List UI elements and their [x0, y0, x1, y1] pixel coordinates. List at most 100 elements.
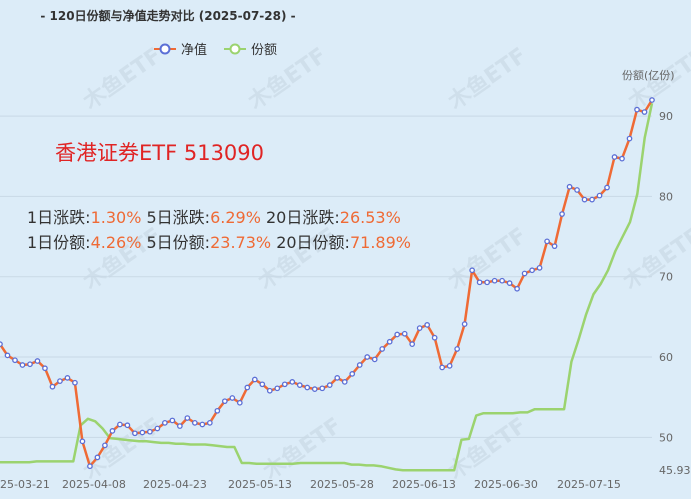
- nav-point-25: [184, 415, 191, 421]
- nav-point-9: [64, 375, 71, 381]
- nav-point-52: [386, 338, 393, 345]
- nav-point-29: [214, 407, 221, 414]
- stat-20d-share-value: 71.89%: [350, 233, 411, 252]
- y-tick-label-3: 70: [659, 271, 673, 284]
- nav-point-59: [439, 364, 446, 371]
- stat-1d-share-value: 4.26%: [91, 233, 142, 252]
- nav-point-50: [371, 356, 378, 363]
- nav-point-40: [296, 382, 303, 388]
- stats-row-2: 1日份额:4.26% 5日份额:23.73% 20日份额:71.89%: [27, 233, 411, 252]
- legend-item-share[interactable]: 份额: [224, 43, 277, 58]
- nav-point-73: [544, 238, 550, 245]
- nav-point-39: [289, 379, 296, 385]
- chart-title: - 120日份额与净值走势对比 (2025-07-28) -: [40, 8, 295, 23]
- y-tick-label-4: 80: [659, 190, 673, 203]
- fund-label: 香港证券ETF 513090: [55, 141, 264, 165]
- nav-point-87: [649, 97, 655, 103]
- nav-point-7: [49, 383, 56, 390]
- nav-point-17: [124, 422, 131, 429]
- nav-point-23: [169, 417, 176, 424]
- nav-point-75: [559, 211, 565, 217]
- legend-nav-label: 净值: [181, 42, 207, 58]
- nav-point-74: [551, 243, 558, 250]
- nav-point-53: [394, 331, 401, 338]
- nav-point-55: [409, 341, 416, 348]
- legend-nav-marker: [159, 43, 171, 55]
- nav-point-54: [401, 330, 408, 337]
- nav-point-79: [589, 196, 595, 203]
- nav-point-6: [42, 365, 48, 372]
- nav-point-64: [476, 279, 483, 286]
- nav-point-82: [611, 154, 618, 160]
- x-axis-ticks: 25-03-21 2025-04-08 2025-04-23 2025-05-13 20…: [0, 478, 621, 491]
- nav-point-26: [192, 420, 198, 426]
- nav-point-12: [87, 463, 93, 470]
- nav-point-37: [274, 385, 281, 392]
- nav-point-15: [109, 428, 116, 434]
- x-tick-label-6: 2025-06-30: [474, 478, 538, 491]
- stat-5d-change-label: 5日涨跌:: [147, 208, 211, 227]
- nav-point-13: [94, 454, 101, 461]
- legend-share-marker: [229, 43, 241, 55]
- nav-point-30: [221, 398, 228, 405]
- nav-point-31: [229, 395, 236, 401]
- nav-point-28: [206, 420, 213, 426]
- nav-point-8: [57, 378, 63, 384]
- stat-1d-change-value: 1.30%: [91, 208, 142, 227]
- nav-point-85: [634, 106, 640, 113]
- nav-point-80: [596, 192, 603, 199]
- nav-point-24: [177, 423, 183, 429]
- nav-point-71: [529, 267, 535, 274]
- nav-point-70: [521, 270, 528, 277]
- nav-point-4: [27, 361, 33, 368]
- legend-item-nav[interactable]: 净值: [154, 42, 207, 58]
- x-tick-label-5: 2025-06-13: [392, 478, 456, 491]
- nav-point-57: [424, 322, 431, 328]
- nav-point-20: [147, 428, 153, 435]
- x-tick-label-7: 2025-07-15: [557, 478, 621, 491]
- legend: 净值 份额: [154, 42, 277, 58]
- stat-20d-change-value: 26.53%: [340, 208, 401, 227]
- nav-point-72: [536, 265, 543, 271]
- nav-point-51: [379, 346, 386, 352]
- stat-5d-share-value: 23.73%: [210, 233, 271, 252]
- stat-20d-share-label: 20日份额:: [276, 233, 350, 252]
- nav-point-22: [162, 420, 168, 426]
- nav-point-2: [12, 357, 18, 364]
- series-nav: [0, 97, 655, 470]
- nav-point-78: [581, 196, 588, 203]
- x-tick-label-4: 2025-05-28: [310, 478, 374, 491]
- nav-point-77: [574, 187, 580, 193]
- nav-point-60: [446, 362, 453, 369]
- nav-point-33: [244, 384, 251, 391]
- watermark-7: 木鱼ETF: [618, 223, 691, 296]
- y-tick-label-1: 50: [659, 431, 673, 444]
- nav-point-56: [416, 325, 423, 331]
- series-nav-line: [0, 99, 654, 468]
- stat-5d-change-value: 6.29%: [210, 208, 261, 227]
- nav-point-41: [304, 384, 311, 391]
- nav-point-49: [364, 354, 371, 360]
- nav-point-68: [506, 280, 513, 286]
- nav-point-81: [604, 184, 610, 191]
- nav-point-5: [34, 358, 41, 364]
- nav-point-66: [491, 277, 498, 284]
- nav-point-0: [0, 341, 3, 348]
- nav-point-1: [4, 352, 11, 359]
- nav-point-35: [259, 381, 266, 388]
- nav-point-32: [236, 399, 243, 406]
- x-tick-label-2: 2025-04-23: [143, 478, 207, 491]
- nav-point-61: [454, 346, 460, 352]
- y-axis-ticks: 45.93 50 60 70 80 90: [659, 110, 691, 477]
- y-tick-label-5: 90: [659, 110, 673, 123]
- y-tick-label-0: 45.93: [659, 464, 691, 477]
- stat-1d-change-label: 1日涨跌:: [27, 208, 91, 227]
- nav-point-19: [139, 429, 146, 436]
- nav-point-3: [19, 362, 26, 368]
- nav-point-84: [626, 135, 633, 142]
- nav-point-44: [326, 382, 333, 388]
- stats-row-1: 1日涨跌:1.30% 5日涨跌:6.29% 20日涨跌:26.53%: [27, 208, 401, 227]
- nav-point-21: [154, 425, 161, 432]
- watermark-2: 木鱼ETF: [443, 43, 532, 116]
